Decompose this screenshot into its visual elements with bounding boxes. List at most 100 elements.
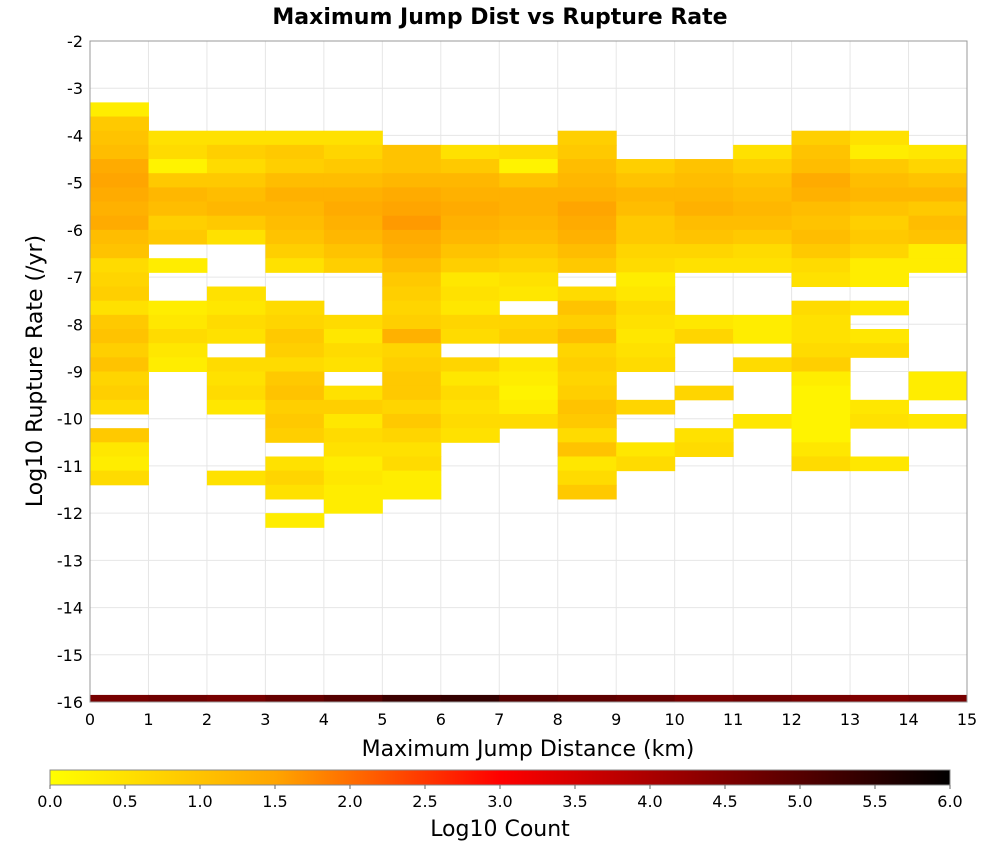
heatmap-cell [557, 244, 617, 259]
y-tick-label: -10 [57, 410, 83, 429]
heatmap-cell [382, 442, 442, 457]
heatmap-cell [382, 144, 442, 160]
heatmap-cell [382, 371, 442, 387]
heatmap-cell [90, 428, 149, 443]
y-tick-label: -12 [57, 504, 83, 523]
heatmap-cell [148, 314, 208, 330]
heatmap-cell [440, 173, 500, 188]
heatmap-cell [265, 244, 325, 259]
heatmap-cell [382, 187, 442, 203]
heatmap-cell [557, 286, 617, 302]
heatmap-cell [265, 187, 325, 203]
colorbar-tick-label: 5.0 [787, 792, 812, 811]
heatmap-cell [440, 329, 500, 344]
heatmap-cell [674, 442, 734, 457]
y-tick-label: -3 [67, 79, 83, 98]
heatmap-cell [557, 229, 617, 245]
heatmap-cell [850, 159, 910, 174]
x-tick-label: 4 [319, 710, 329, 729]
x-tick-label: 3 [260, 710, 270, 729]
heatmap-cell [791, 187, 851, 203]
heatmap-cell [323, 144, 383, 160]
heatmap-cell [90, 159, 149, 174]
heatmap-cell [791, 371, 851, 387]
heatmap-cell [908, 385, 968, 401]
heatmap-cell [499, 144, 559, 160]
heatmap-cell [733, 187, 793, 203]
heatmap-cell [90, 258, 149, 273]
x-tick-label: 9 [611, 710, 621, 729]
heatmap-cell [791, 258, 851, 273]
colorbar-tick-label: 2.0 [337, 792, 362, 811]
heatmap-cell [733, 357, 793, 372]
heatmap-cell [148, 329, 208, 344]
bottom-band-cell [733, 694, 793, 702]
heatmap-cell [733, 229, 793, 245]
heatmap-cell [616, 399, 676, 415]
heatmap-cell [557, 187, 617, 203]
heatmap-cell [90, 470, 149, 486]
heatmap-cell [206, 130, 266, 146]
heatmap-cell [206, 286, 266, 302]
heatmap-cell [674, 258, 734, 273]
heatmap-cell [499, 314, 559, 330]
heatmap-cell [382, 159, 442, 174]
heatmap-cell [265, 229, 325, 245]
y-tick-label: -15 [57, 646, 83, 665]
heatmap-cell [791, 314, 851, 330]
heatmap-cell [674, 329, 734, 344]
heatmap-cell [908, 371, 968, 387]
heatmap-cell [674, 201, 734, 217]
heatmap-cell [90, 399, 149, 415]
heatmap-cell [557, 215, 617, 231]
heatmap-cell [265, 258, 325, 273]
heatmap-cell [382, 484, 442, 500]
heatmap-cell [206, 314, 266, 330]
heatmap-cell [382, 329, 442, 344]
heatmap-cell [791, 244, 851, 259]
heatmap-cell [674, 215, 734, 231]
heatmap-cell [265, 470, 325, 486]
x-axis-label: Maximum Jump Distance (km) [362, 737, 695, 762]
heatmap-cell [382, 173, 442, 188]
heatmap-cell [850, 343, 910, 358]
heatmap-cell [674, 229, 734, 245]
heatmap-cell [148, 130, 208, 146]
bottom-band-cell [850, 694, 910, 702]
heatmap-cell [382, 385, 442, 401]
heatmap-cell [791, 215, 851, 231]
heatmap-cell [499, 244, 559, 259]
heatmap-cell [733, 173, 793, 188]
heatmap-cell [557, 470, 617, 486]
heatmap-cell [206, 229, 266, 245]
heatmap-cell [440, 201, 500, 217]
heatmap-cell [850, 130, 910, 146]
heatmap-cell [674, 159, 734, 174]
x-tick-label: 5 [377, 710, 387, 729]
heatmap-cell [557, 371, 617, 387]
heatmap-cell [791, 229, 851, 245]
heatmap-cell [265, 314, 325, 330]
heatmap-cell [323, 258, 383, 273]
heatmap-cell [206, 201, 266, 217]
heatmap-cell [557, 258, 617, 273]
heatmap-cell [323, 201, 383, 217]
heatmap-cell [499, 329, 559, 344]
heatmap-cell [382, 272, 442, 288]
heatmap-cell [850, 201, 910, 217]
heatmap-cell [382, 314, 442, 330]
heatmap-cell [616, 173, 676, 188]
heatmap-cell [323, 442, 383, 457]
heatmap-cell [265, 159, 325, 174]
colorbar-tick-labels: 0.0 0.5 1.0 1.5 2.0 2.5 3.0 3.5 4.0 4.5 5.0 5.5 6.0 [37, 785, 963, 811]
heatmap-cell [265, 399, 325, 415]
heatmap-cell [733, 215, 793, 231]
heatmap-cell [382, 286, 442, 302]
bottom-band-cell [148, 694, 208, 702]
heatmap-cell [382, 244, 442, 259]
colorbar-label: Log10 Count [430, 817, 570, 842]
x-tick-label: 8 [553, 710, 563, 729]
y-tick-label: -6 [67, 221, 83, 240]
heatmap-cell [616, 286, 676, 302]
y-tick-label: -13 [57, 551, 83, 570]
